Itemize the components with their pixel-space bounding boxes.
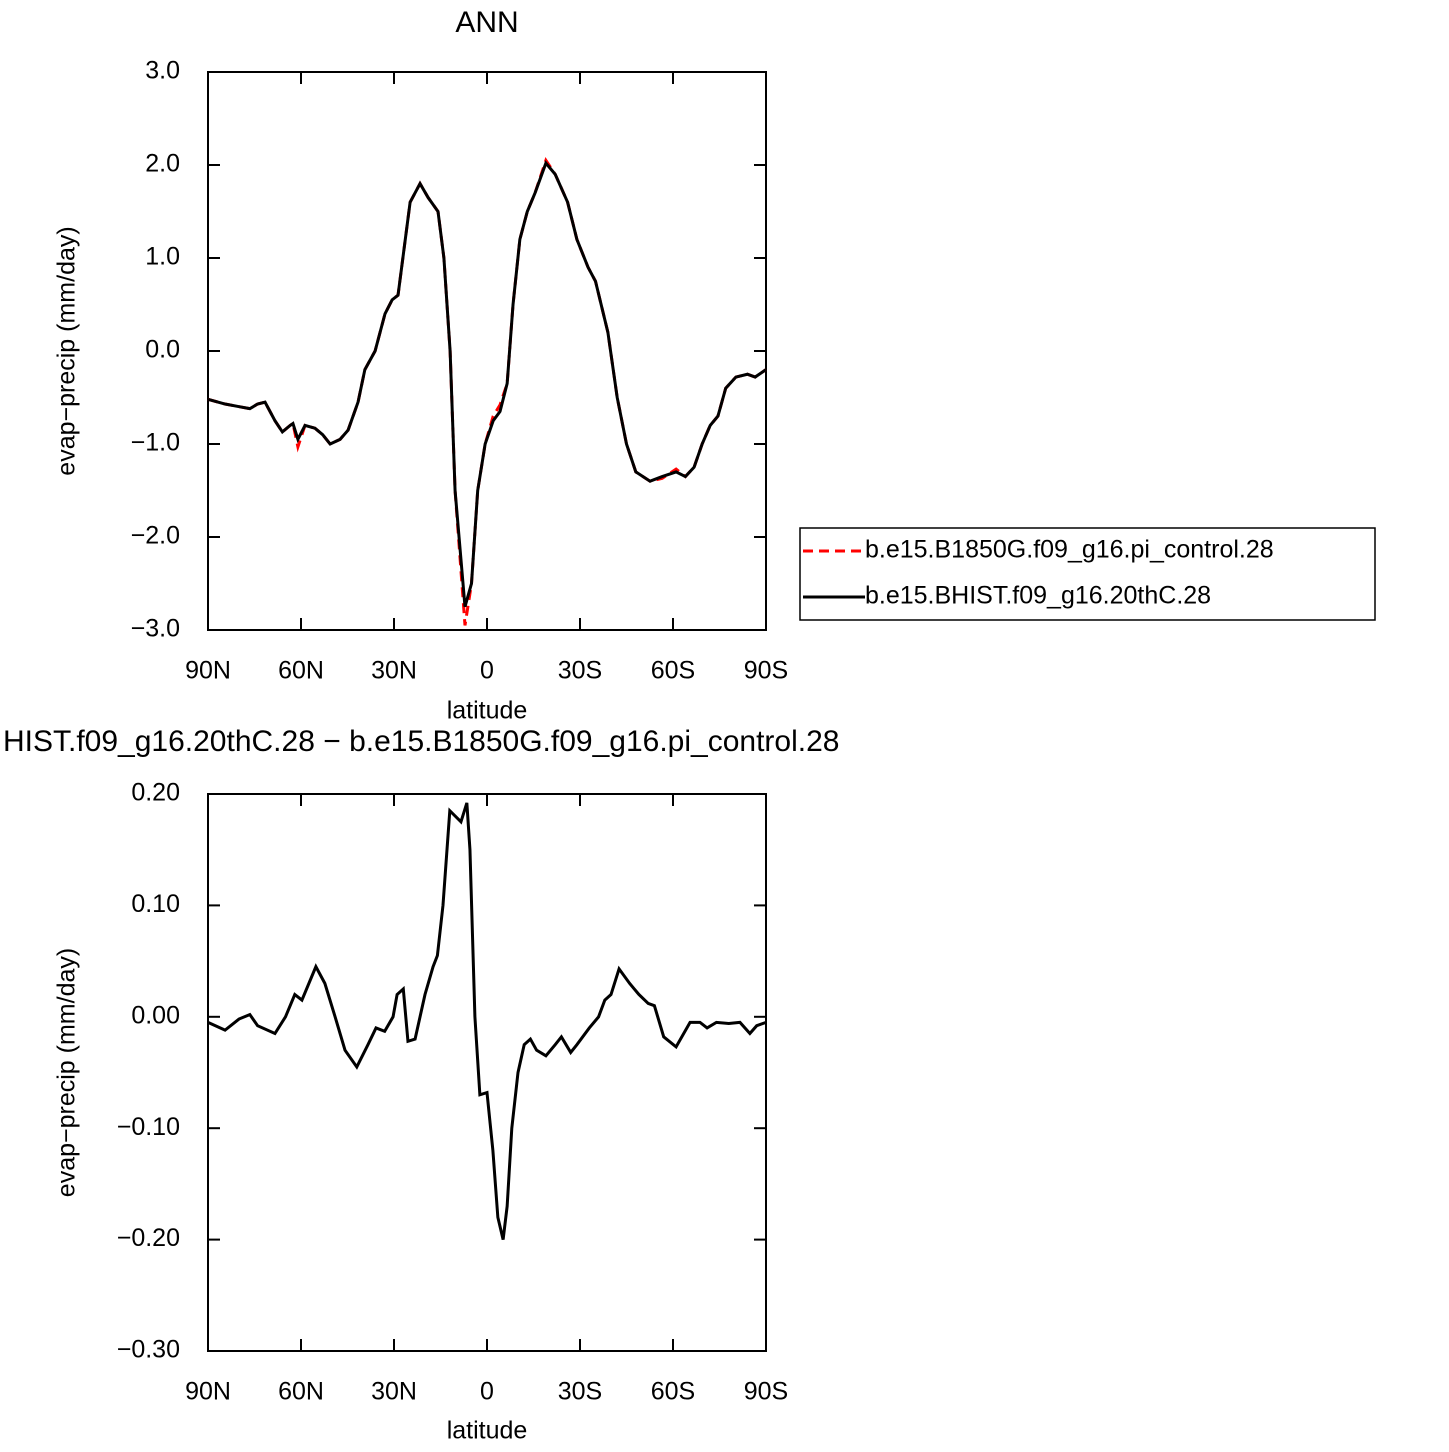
x-tick-label: 90S — [744, 657, 788, 685]
x-tick-label: 30N — [371, 657, 417, 685]
y-tick-label: −0.10 — [117, 1113, 180, 1141]
chart-title: HIST.f09_g16.20thC.28 − b.e15.B1850G.f09… — [3, 725, 839, 758]
data-line — [207, 160, 767, 608]
y-tick-label: 1.0 — [145, 243, 180, 271]
y-tick-label: 0.10 — [131, 890, 180, 918]
x-axis-label: latitude — [447, 697, 528, 725]
legend-label: b.e15.B1850G.f09_g16.pi_control.28 — [865, 536, 1274, 564]
plot-frame — [207, 71, 767, 631]
data-line — [207, 802, 767, 1240]
y-tick-label: 0.0 — [145, 336, 180, 364]
y-tick-label: −0.20 — [117, 1224, 180, 1252]
y-tick-label: 0.00 — [131, 1001, 180, 1029]
legend-box — [799, 527, 1376, 621]
y-tick-label: 0.20 — [131, 779, 180, 807]
data-line — [207, 156, 767, 626]
y-tick-label: −3.0 — [131, 615, 180, 643]
x-tick-label: 30N — [371, 1378, 417, 1406]
y-tick-label: −2.0 — [131, 522, 180, 550]
y-axis-label: evap−precip (mm/day) — [53, 948, 81, 1197]
y-axis-label: evap−precip (mm/day) — [53, 226, 81, 475]
x-tick-label: 60N — [278, 657, 324, 685]
x-tick-label: 90S — [744, 1378, 788, 1406]
x-tick-label: 0 — [480, 1378, 494, 1406]
x-tick-label: 0 — [480, 657, 494, 685]
y-tick-label: 3.0 — [145, 57, 180, 85]
chart-title: ANN — [455, 6, 518, 39]
x-tick-label: 60S — [651, 657, 695, 685]
y-tick-label: −0.30 — [117, 1336, 180, 1364]
plot-frame — [207, 793, 767, 1352]
x-axis-label: latitude — [447, 1417, 528, 1445]
x-tick-label: 60N — [278, 1378, 324, 1406]
y-tick-label: −1.0 — [131, 429, 180, 457]
x-tick-label: 30S — [558, 1378, 602, 1406]
x-tick-label: 90N — [185, 1378, 231, 1406]
x-tick-label: 90N — [185, 657, 231, 685]
x-tick-label: 60S — [651, 1378, 695, 1406]
y-tick-label: 2.0 — [145, 150, 180, 178]
legend-label: b.e15.BHIST.f09_g16.20thC.28 — [865, 582, 1211, 610]
x-tick-label: 30S — [558, 657, 602, 685]
